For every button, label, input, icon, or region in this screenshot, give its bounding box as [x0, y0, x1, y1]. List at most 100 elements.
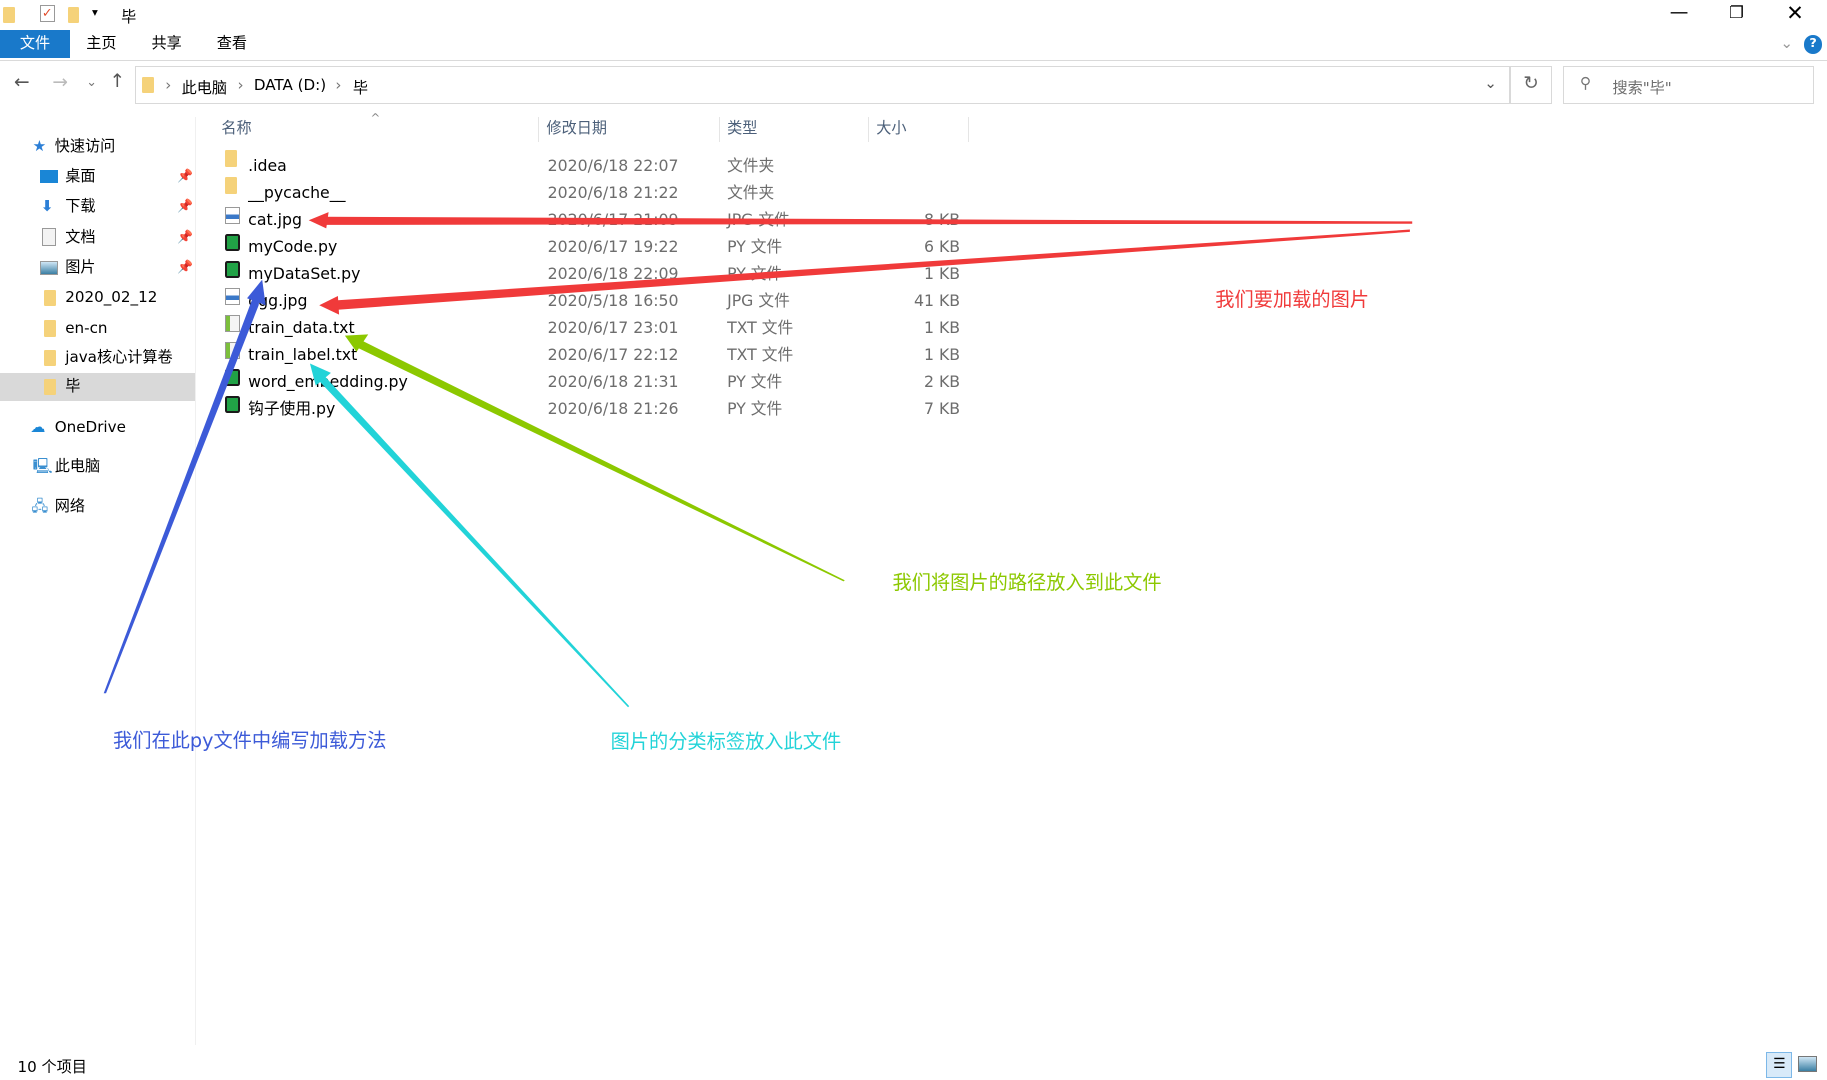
pin-icon[interactable]: 📌 [177, 169, 194, 185]
restore-button[interactable]: ❐ [1729, 3, 1744, 23]
sidebar-item-label: 桌面 [65, 167, 96, 186]
sidebar-item-label: 网络 [54, 496, 86, 515]
sidebar-item-onedrive[interactable]: ☁ OneDrive [0, 414, 195, 442]
large-icons-view-button[interactable] [1797, 1055, 1817, 1072]
file-row[interactable]: train_data.txt 2020/6/17 23:01 TXT 文件 1 KB [221, 314, 967, 342]
search-placeholder: 搜索"毕" [1612, 78, 1672, 97]
annotation-paths: 我们将图片的路径放入到此文件 [892, 571, 1162, 595]
arrow-red-cat-head [308, 212, 329, 229]
sidebar-item-label: 此电脑 [54, 457, 101, 476]
search-input[interactable]: ⚲ 搜索"毕" [1562, 66, 1815, 104]
sidebar-item-label: 文档 [65, 227, 96, 246]
expand-ribbon-icon[interactable]: ⌄ [1780, 33, 1794, 52]
new-folder-icon[interactable] [67, 6, 80, 24]
sidebar-item-this-pc[interactable]: 🖳 此电脑 [0, 453, 195, 481]
sidebar-item-network[interactable]: 🖧 网络 [0, 493, 195, 521]
recent-locations-icon[interactable]: ⌄ [86, 74, 97, 90]
file-size: 1 KB [924, 344, 961, 364]
tab-home[interactable]: 主页 [86, 34, 117, 53]
address-bar[interactable]: › 此电脑 › DATA (D:) › 毕 ⌄ [135, 66, 1511, 104]
file-row[interactable]: __pycache__ 2020/6/18 21:22 文件夹 [221, 177, 967, 207]
arrow-blue [103, 284, 262, 694]
file-size: 7 KB [924, 398, 961, 418]
file-type: JPG 文件 [727, 290, 790, 310]
breadcrumb-current[interactable]: 毕 [352, 78, 369, 97]
sidebar-item-folder[interactable]: java核心计算卷 [0, 344, 195, 372]
sidebar-item-folder[interactable]: en-cn [0, 315, 195, 343]
folder-icon [141, 76, 154, 94]
tab-file[interactable]: 文件 [0, 30, 70, 59]
close-button[interactable]: ✕ [1786, 1, 1804, 26]
breadcrumb-this-pc[interactable]: 此电脑 [181, 78, 227, 97]
sidebar-item-documents[interactable]: 文档 📌 [0, 224, 195, 252]
desktop-icon [39, 170, 59, 183]
arrow-red-qgg-head [319, 295, 340, 315]
column-header-type[interactable]: 类型 [720, 116, 870, 143]
file-row[interactable]: train_label.txt 2020/6/17 22:12 TXT 文件 1 KB [221, 341, 967, 369]
tab-view[interactable]: 查看 [216, 34, 247, 53]
pictures-icon [39, 260, 59, 275]
file-date: 2020/6/18 22:09 [547, 263, 679, 283]
file-name: cat.jpg [248, 209, 302, 229]
file-size: 2 KB [924, 371, 961, 391]
folder-icon [44, 290, 56, 307]
file-row[interactable]: 钩子使用.py 2020/6/18 21:26 PY 文件 7 KB [221, 395, 967, 423]
file-row[interactable]: myCode.py 2020/6/17 19:22 PY 文件 6 KB [221, 233, 967, 261]
chevron-down-icon[interactable]: ⌄ [1484, 74, 1497, 93]
sidebar-item-downloads[interactable]: ⬇ 下载 📌 [0, 193, 195, 221]
file-row[interactable]: qgg.jpg 2020/5/18 16:50 JPG 文件 41 KB [221, 287, 967, 315]
folder-icon [44, 378, 56, 395]
arrow-cyan-head [309, 363, 331, 386]
sidebar-item-label: 图片 [65, 258, 96, 276]
up-button[interactable]: ↑ [109, 71, 126, 93]
column-header-date[interactable]: 修改日期 [539, 116, 721, 143]
file-size: 41 KB [914, 290, 961, 310]
pin-icon[interactable]: 📌 [177, 229, 194, 245]
column-header-name[interactable]: 名称 ^ [212, 111, 540, 143]
sidebar-item-folder[interactable]: 2020_02_12 [0, 284, 195, 312]
file-row[interactable]: .idea 2020/6/18 22:07 文件夹 [221, 150, 967, 180]
sidebar-item-selected-folder[interactable]: 毕 [0, 372, 195, 401]
file-name: myCode.py [248, 236, 338, 256]
details-view-button[interactable]: ☰ [1766, 1052, 1793, 1078]
sidebar-item-desktop[interactable]: 桌面 📌 [0, 163, 195, 191]
breadcrumb-drive[interactable]: DATA (D:) [253, 75, 327, 94]
column-header-size[interactable]: 大小 [869, 116, 970, 143]
navigation-bar: ← → ⌄ ↑ › 此电脑 › DATA (D:) › 毕 ⌄ ↻ ⚲ 搜索"毕… [0, 65, 1827, 105]
arrow-blue-head [247, 279, 266, 306]
file-size: 1 KB [924, 317, 961, 337]
sidebar-item-label: 毕 [65, 376, 81, 395]
file-type: PY 文件 [727, 371, 783, 391]
file-name: train_data.txt [248, 317, 355, 337]
ribbon: 文件 主页 共享 查看 ⌄ ? [0, 30, 1827, 61]
sidebar-item-pictures[interactable]: 图片 📌 [0, 254, 195, 282]
pin-icon[interactable]: 📌 [177, 260, 194, 275]
forward-button[interactable]: → [52, 72, 69, 94]
cloud-icon: ☁ [30, 417, 46, 436]
file-date: 2020/6/18 21:31 [547, 371, 679, 391]
pin-icon[interactable]: 📌 [177, 199, 194, 215]
file-name: 钩子使用.py [248, 398, 336, 418]
tab-share[interactable]: 共享 [151, 34, 182, 53]
file-size: 6 KB [924, 236, 961, 256]
properties-icon[interactable]: ✓ [39, 4, 55, 23]
back-button[interactable]: ← [13, 72, 30, 94]
help-icon[interactable]: ? [1803, 34, 1823, 54]
file-name: .idea [248, 155, 287, 175]
minimize-button[interactable]: — [1669, 2, 1689, 24]
sidebar-item-label: 下载 [65, 197, 96, 216]
chevron-right-icon: › [237, 75, 244, 94]
file-type: TXT 文件 [727, 344, 794, 364]
customize-toolbar-icon[interactable]: ▾ [92, 4, 98, 19]
file-name: __pycache__ [248, 182, 346, 202]
sidebar-item-quick-access[interactable]: ★ 快速访问 [0, 133, 195, 161]
document-icon [41, 228, 56, 246]
network-icon: 🖧 [31, 496, 49, 515]
refresh-button[interactable]: ↻ [1510, 66, 1553, 104]
annotation-images: 我们要加载的图片 [1215, 288, 1370, 312]
column-label: 名称 [221, 118, 252, 137]
file-date: 2020/6/17 22:12 [547, 344, 679, 364]
